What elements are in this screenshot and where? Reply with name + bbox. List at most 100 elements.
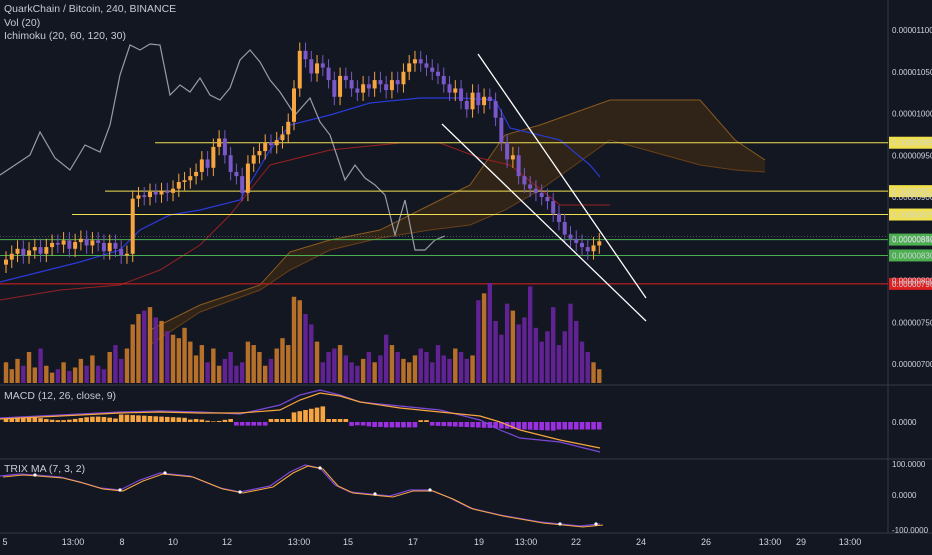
price-tick-label: 0.00000950 [892, 151, 932, 160]
date-tick-label: 5 [2, 537, 7, 547]
macd-histogram-bar [522, 422, 527, 430]
macd-histogram-bar [193, 419, 199, 422]
volume-bar [124, 348, 130, 383]
volume-bar [378, 355, 383, 383]
volume-bar [193, 355, 199, 383]
macd-histogram-bar [343, 419, 349, 422]
macd-histogram-bar [280, 419, 285, 422]
volume-bar [556, 345, 562, 383]
volume-bar [510, 310, 516, 383]
candle-body [188, 176, 193, 181]
volume-bar [78, 358, 84, 383]
macd-histogram-bar [291, 412, 297, 422]
volume-bar [418, 348, 423, 383]
volume-bar [130, 324, 135, 383]
trix-signal-line [2, 465, 604, 528]
trix-tick-label: 0.0000 [892, 491, 917, 500]
volume-bar [84, 365, 89, 383]
trix-cross-marker [428, 488, 432, 492]
candle-body [389, 80, 394, 91]
candle-body [320, 63, 325, 68]
macd-histogram-bar [257, 422, 262, 426]
candle-body [482, 96, 487, 106]
macd-histogram-bar [153, 416, 159, 422]
volume-bar [107, 351, 112, 383]
candle-body [21, 248, 26, 256]
trix-legend: TRIX MA (7, 3, 2) [4, 463, 86, 475]
macd-histogram-bar [228, 419, 233, 422]
macd-histogram-bar [72, 418, 78, 422]
macd-histogram-bar [136, 415, 141, 422]
macd-histogram-bar [205, 420, 210, 422]
candle-body [430, 67, 435, 72]
candle-body [194, 171, 199, 177]
volume-bar [280, 338, 285, 383]
date-tick-label: 13:00 [515, 537, 538, 547]
macd-histogram-bar [38, 418, 43, 422]
macd-histogram-bar [464, 422, 470, 428]
candle-body [113, 242, 118, 249]
macd-histogram-bar [141, 415, 147, 422]
trix-cross-marker [558, 522, 562, 526]
volume-bar [170, 334, 176, 383]
volume-bar [216, 365, 222, 383]
candle-body [222, 138, 227, 156]
macd-histogram-bar [412, 422, 418, 428]
macd-histogram-bar [107, 417, 112, 422]
candle-body [165, 191, 170, 193]
volume-bar [453, 348, 458, 383]
volume-bar [407, 362, 412, 383]
vol-legend: Vol (20) [4, 17, 41, 29]
macd-histogram-bar [314, 407, 320, 422]
candle-body [297, 50, 302, 89]
macd-histogram-bar [349, 422, 354, 426]
level-0879-tag [889, 208, 932, 221]
candle-body [228, 155, 233, 172]
macd-histogram-bar [562, 422, 568, 430]
candle-body [240, 176, 245, 193]
volume-bar [297, 300, 302, 383]
volume-bar [90, 355, 95, 383]
macd-histogram-bar [147, 416, 153, 422]
candle-body [286, 121, 291, 135]
volume-bar [95, 365, 101, 383]
volume-bar [21, 365, 26, 383]
candle-body [124, 253, 129, 256]
volume-bar [545, 331, 550, 383]
candle-body [533, 188, 538, 193]
volume-bar [165, 331, 170, 383]
candle-body [90, 240, 95, 246]
macd-legend: MACD (12, 26, close, 9) [4, 390, 117, 402]
volume-bar [332, 348, 337, 383]
wedge-upper-trendline [477, 53, 647, 299]
candle-body [343, 75, 348, 81]
macd-histogram-bar [372, 422, 377, 428]
date-tick-label: 13:00 [62, 537, 85, 547]
candle-body [585, 247, 590, 252]
macd-histogram-bar [239, 422, 245, 426]
candle-body [551, 201, 556, 214]
volume-bar [274, 348, 279, 383]
candle-body [453, 88, 458, 93]
candle-body [464, 100, 469, 110]
candle-body [580, 242, 584, 248]
price-tick-label: 0.00000800 [892, 277, 932, 286]
volume-bar [268, 358, 274, 383]
candle-body [401, 71, 406, 85]
macd-histogram-bar [406, 422, 412, 428]
volume-bar [522, 317, 527, 383]
volume-bar [579, 341, 585, 383]
candle-body [38, 247, 43, 254]
candle-body [528, 184, 533, 189]
candle-body [568, 234, 573, 239]
volume-bar [458, 351, 464, 383]
candle-body [349, 80, 354, 89]
macd-histogram-bar [251, 422, 256, 426]
volume-bar [303, 314, 308, 383]
candle-body [27, 250, 32, 256]
volume-bar [228, 351, 233, 383]
level-0849-tag [889, 233, 932, 246]
macd-histogram-bar [308, 408, 314, 422]
macd-histogram-bar [470, 422, 475, 428]
